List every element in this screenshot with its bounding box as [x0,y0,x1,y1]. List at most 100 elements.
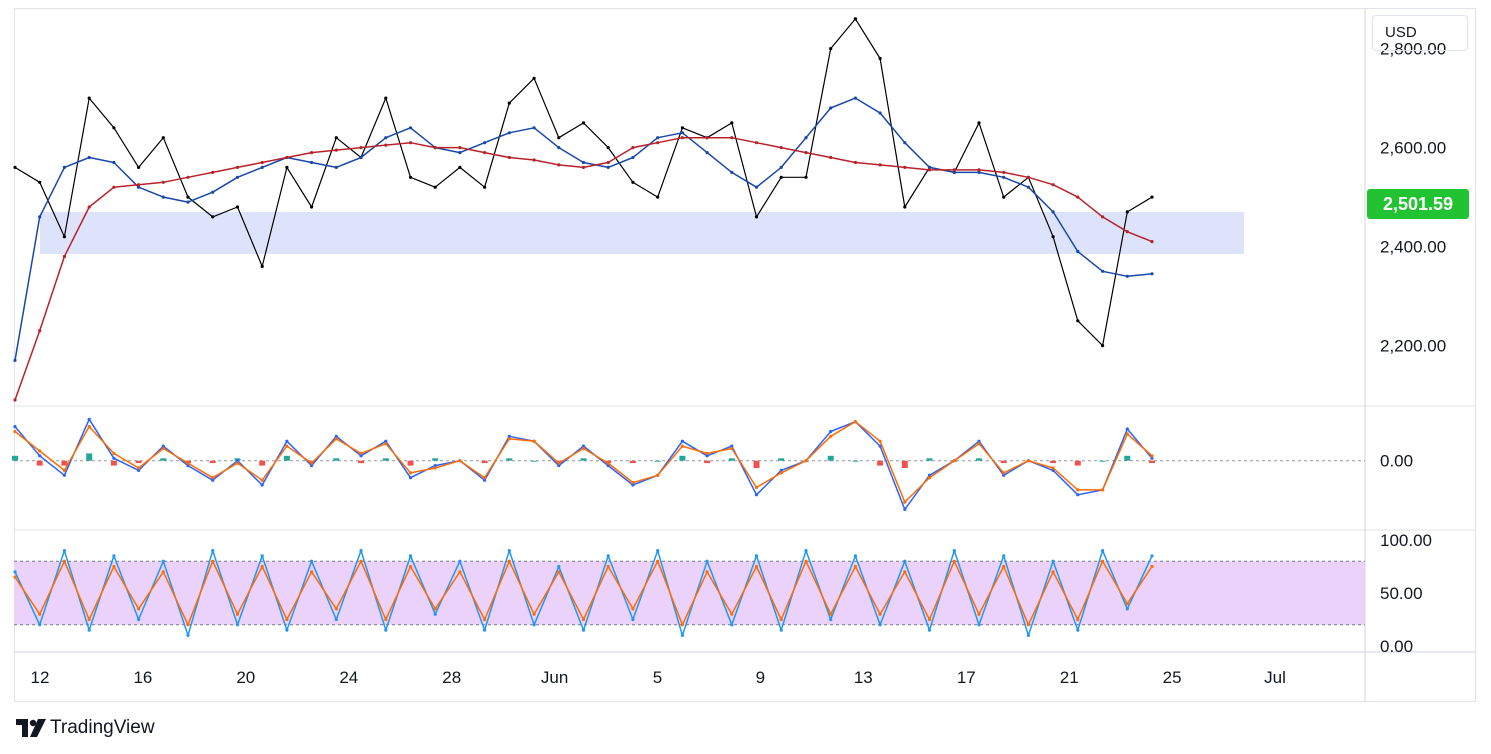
macd-panel-signal-point [161,446,165,451]
price-panel-price-point [334,136,338,140]
price-panel-ma_slow-point [1101,215,1105,219]
macd-panel-signal-line [14,420,1153,503]
macd-histogram-bar [1074,460,1081,466]
price-axis[interactable]: 2,800.00 2,600.00 2,400.00 2,200.00 [1380,40,1446,356]
stochastic-panel-stoch_k-point [952,549,956,553]
stochastic-panel-stoch_d-point [458,570,462,574]
macd-histogram-bar [283,455,290,461]
price-panel-price-point [62,235,66,239]
price-panel-ma_slow-point [310,151,314,155]
macd-histogram-bar [382,458,389,461]
time-axis-tick: 24 [339,668,358,687]
macd-histogram-bar [1050,460,1057,464]
stochastic-panel-stoch_d-point [483,617,487,622]
currency-selector[interactable]: USD [1372,15,1468,51]
macd-panel-signal-point [952,459,956,463]
price-panel-price-point [507,101,511,105]
macd-panel-macd-point [211,478,215,482]
price-panel-price-point [581,121,586,125]
price-panel-ma_slow-point [211,170,215,174]
price-panel-ma_slow-point [384,143,388,147]
time-axis-tick: 12 [31,668,50,687]
price-panel-price-point [557,136,561,140]
macd-histogram-bar [753,460,760,468]
macd-panel-macd-point [1125,427,1129,431]
price-panel-ma_slow-point [1026,175,1030,179]
macd-histogram-bar [358,460,364,464]
time-axis-tick: Jul [1264,668,1286,687]
macd-histogram-bar [135,460,142,464]
macd-panel-signal-point [359,451,363,455]
macd-histogram-bar [629,460,636,464]
stochastic-panel-stoch_d-point [952,559,956,563]
stochastic-panel-stoch_d-point [878,612,882,616]
price-panel-ma_fast-point [878,111,882,115]
price-panel-ma_slow-point [112,185,116,189]
price-panel-price-point [680,126,685,130]
macd-panel-macd-point [483,478,487,482]
time-axis[interactable]: 12 16 20 24 28 Jun 5 9 13 17 21 25 Jul [31,668,1286,687]
price-panel-price-point [285,165,289,169]
macd-panel-signal-point [804,459,808,463]
price-panel-ma_slow-point [334,148,338,152]
macd-panel-signal-point [38,449,42,453]
price-panel-ma_fast-point [235,175,240,179]
stochastic-panel-stoch_d-point [260,564,264,569]
price-panel-ma_slow-point [260,160,264,165]
macd-axis[interactable]: 0.00 [1380,452,1413,471]
time-axis-tick: Jun [541,668,568,687]
price-panel-ma_slow-point [656,141,660,145]
stochastic-panel-stoch_d-point [137,607,141,611]
macd-histogram-bar [679,455,686,461]
macd-panel-signal-point [62,468,66,472]
price-panel-ma_slow-point [408,141,413,145]
price-panel[interactable] [13,17,1244,402]
price-panel-ma_slow-point [1125,230,1129,234]
stochastic-panel-stoch_d-point [829,612,833,616]
price-panel-ma_fast-point [557,146,561,150]
stochastic-panel-stoch_k-point [903,559,907,563]
price-panel-ma_fast-point [1150,272,1154,276]
stochastic-panel-stoch_d-point [853,564,858,569]
macd-panel-signal-point [1076,488,1080,492]
price-panel-price-point [977,121,981,125]
stochastic-axis[interactable]: 100.00 50.00 0.00 [1380,531,1432,656]
stochastic-panel-stoch_k-point [186,633,190,638]
price-panel-ma_fast-point [38,215,42,219]
macd-histogram-bar [160,458,167,461]
macd-histogram-bar [259,460,266,466]
stochastic-panel[interactable] [13,549,1365,638]
price-panel-ma_fast-point [977,170,981,174]
price-panel-price-point [384,96,388,100]
macd-panel-macd-point [977,439,981,443]
price-panel-ma_fast-point [1026,185,1030,189]
brand-watermark[interactable]: TradingView [16,716,155,740]
macd-panel[interactable] [12,417,1365,511]
stochastic-panel-stoch_k-point [779,628,783,632]
price-panel-ma_slow-line [14,136,1153,401]
macd-panel-macd-point [161,444,165,448]
price-panel-ma_slow-point [631,146,635,150]
price-panel-ma_fast-point [903,141,907,145]
macd-panel-macd-point [359,454,363,458]
stochastic-panel-stoch_k-point [507,549,511,553]
stochastic-panel-stoch_d-point [1051,570,1055,574]
stochastic-panel-stoch_k-point [581,628,586,632]
price-panel-ma_fast-point [211,190,215,194]
brand-name: TradingView [50,717,155,738]
macd-panel-signal-point [137,466,141,470]
stochastic-panel-stoch_k-point [1125,607,1129,611]
stochastic-panel-stoch_k-point [1026,633,1030,638]
macd-panel-macd-point [13,425,17,429]
price-panel-ma_slow-point [1002,170,1006,174]
stochastic-panel-stoch_k-point [631,617,635,622]
price-panel-ma_slow-point [952,168,956,172]
stochastic-panel-stoch_k-point [483,628,487,632]
macd-panel-macd-point [433,464,437,468]
macd-histogram-bar [654,460,661,462]
macd-panel-macd-point [557,464,561,468]
price-panel-ma_slow-point [235,165,240,169]
price-panel-ma_fast-point [656,136,660,140]
stochastic-panel-stoch_d-point [13,575,17,579]
